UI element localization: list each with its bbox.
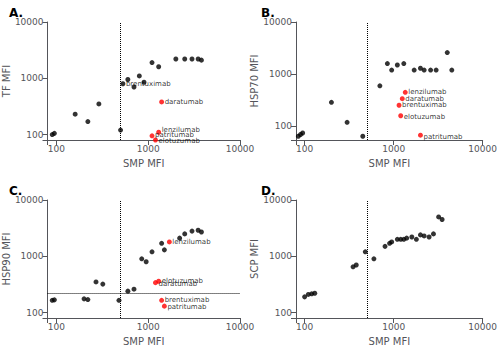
svg-text:D.: D. (261, 184, 276, 198)
svg-text:daratumab: daratumab (158, 280, 197, 288)
svg-text:B.: B. (261, 6, 275, 20)
svg-text:brentuximab: brentuximab (402, 101, 447, 109)
svg-text:10000: 10000 (263, 195, 292, 205)
svg-text:SMP MFI: SMP MFI (123, 158, 165, 169)
svg-text:1000: 1000 (269, 251, 292, 261)
svg-text:SCP MFI: SCP MFI (249, 239, 260, 279)
svg-text:10000: 10000 (226, 322, 255, 332)
svg-text:100: 100 (296, 322, 313, 332)
svg-text:1000: 1000 (137, 322, 160, 332)
svg-text:HSP70 MFI: HSP70 MFI (249, 54, 260, 107)
svg-text:brentuximab: brentuximab (126, 80, 171, 88)
svg-text:lenzilumab: lenzilumab (172, 238, 211, 246)
svg-text:1000: 1000 (137, 144, 160, 154)
svg-text:100: 100 (275, 308, 292, 318)
svg-text:A.: A. (9, 6, 23, 20)
svg-text:100: 100 (48, 322, 65, 332)
svg-text:SMP MFI: SMP MFI (369, 336, 411, 347)
svg-text:100: 100 (26, 130, 43, 140)
svg-text:elotuzumab: elotuzumab (158, 137, 200, 145)
svg-text:TF MFI: TF MFI (1, 65, 12, 98)
svg-text:100: 100 (26, 308, 43, 318)
svg-text:HSP90 MFI: HSP90 MFI (1, 232, 12, 285)
svg-text:1000: 1000 (382, 144, 405, 154)
svg-text:100: 100 (296, 144, 313, 154)
svg-text:10000: 10000 (468, 322, 497, 332)
svg-text:SMP MFI: SMP MFI (123, 336, 165, 347)
svg-text:1000: 1000 (21, 73, 44, 83)
svg-text:patritumab: patritumab (423, 133, 463, 141)
svg-text:daratumab: daratumab (405, 94, 444, 103)
svg-text:SMP MFI: SMP MFI (369, 158, 411, 169)
svg-text:lenzilumab: lenzilumab (408, 88, 447, 97)
svg-text:100: 100 (48, 144, 65, 154)
svg-text:1000: 1000 (269, 69, 292, 79)
svg-text:C.: C. (9, 184, 22, 198)
svg-text:100: 100 (275, 121, 292, 131)
svg-text:10000: 10000 (468, 144, 497, 154)
svg-text:patritumab: patritumab (155, 130, 195, 139)
svg-text:elotuzumab: elotuzumab (404, 113, 446, 121)
svg-text:1000: 1000 (382, 322, 405, 332)
svg-text:brentuximab: brentuximab (164, 295, 210, 304)
svg-text:patritumab: patritumab (167, 303, 207, 311)
svg-text:10000: 10000 (14, 17, 44, 27)
svg-text:10000: 10000 (263, 17, 292, 27)
svg-text:10000: 10000 (226, 144, 255, 154)
svg-text:10000: 10000 (14, 195, 44, 205)
svg-text:1000: 1000 (21, 251, 44, 261)
svg-text:daratumab: daratumab (165, 98, 204, 106)
